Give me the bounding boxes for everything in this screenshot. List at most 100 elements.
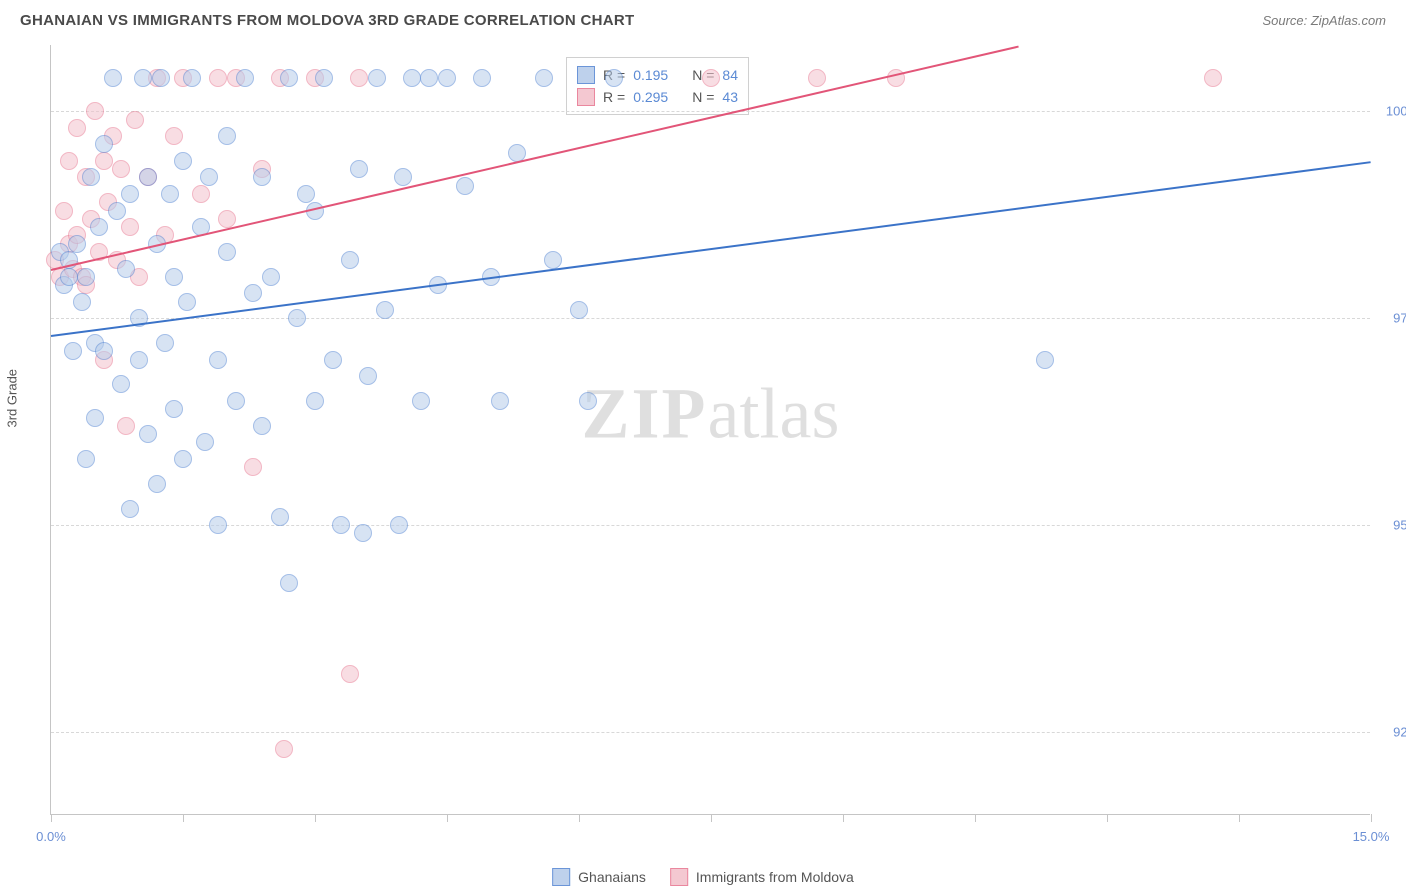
bottom-legend: Ghanaians Immigrants from Moldova — [552, 868, 854, 886]
scatter-point — [808, 69, 826, 87]
legend-label-1: Ghanaians — [578, 869, 646, 885]
scatter-point — [68, 235, 86, 253]
gridline-h — [51, 525, 1370, 526]
scatter-point — [95, 342, 113, 360]
scatter-point — [108, 202, 126, 220]
scatter-point — [570, 301, 588, 319]
scatter-point — [354, 524, 372, 542]
scatter-point — [209, 516, 227, 534]
scatter-point — [456, 177, 474, 195]
y-axis-label: 3rd Grade — [5, 369, 20, 428]
n-value-1: 84 — [722, 67, 738, 83]
scatter-point — [121, 500, 139, 518]
chart-title: GHANAIAN VS IMMIGRANTS FROM MOLDOVA 3RD … — [20, 12, 634, 29]
legend-item-1: Ghanaians — [552, 868, 646, 886]
scatter-point — [95, 135, 113, 153]
scatter-point — [341, 251, 359, 269]
scatter-point — [174, 450, 192, 468]
scatter-point — [394, 168, 412, 186]
watermark-part2: atlas — [708, 374, 840, 454]
scatter-point — [420, 69, 438, 87]
r-value-1: 0.195 — [633, 67, 668, 83]
legend-label-2: Immigrants from Moldova — [696, 869, 854, 885]
scatter-point — [68, 119, 86, 137]
x-tick-label: 0.0% — [36, 829, 66, 844]
gridline-h — [51, 318, 1370, 319]
scatter-point — [368, 69, 386, 87]
scatter-point — [77, 268, 95, 286]
x-tick — [975, 814, 976, 822]
swatch-series2 — [577, 88, 595, 106]
scatter-point — [126, 111, 144, 129]
x-tick-label: 15.0% — [1353, 829, 1390, 844]
scatter-point — [112, 160, 130, 178]
x-tick — [447, 814, 448, 822]
scatter-point — [280, 69, 298, 87]
plot-region: ZIPatlas R = 0.195 N = 84 R = 0.295 N = … — [50, 45, 1370, 815]
scatter-point — [702, 69, 720, 87]
scatter-point — [253, 168, 271, 186]
chart-area: ZIPatlas R = 0.195 N = 84 R = 0.295 N = … — [50, 45, 1370, 815]
watermark: ZIPatlas — [582, 373, 840, 456]
y-tick-label: 95.0% — [1393, 518, 1406, 533]
scatter-point — [64, 342, 82, 360]
scatter-point — [324, 351, 342, 369]
scatter-point — [605, 69, 623, 87]
x-tick — [711, 814, 712, 822]
scatter-point — [579, 392, 597, 410]
legend-swatch-1 — [552, 868, 570, 886]
scatter-point — [152, 69, 170, 87]
scatter-point — [271, 508, 289, 526]
scatter-point — [174, 152, 192, 170]
scatter-point — [438, 69, 456, 87]
scatter-point — [139, 425, 157, 443]
scatter-point — [117, 260, 135, 278]
y-tick-label: 92.5% — [1393, 725, 1406, 740]
scatter-point — [121, 185, 139, 203]
legend-item-2: Immigrants from Moldova — [670, 868, 854, 886]
scatter-point — [306, 392, 324, 410]
x-tick — [1371, 814, 1372, 822]
n-label-2: N = — [692, 89, 714, 105]
scatter-point — [280, 574, 298, 592]
scatter-point — [112, 375, 130, 393]
watermark-part1: ZIP — [582, 374, 708, 454]
scatter-point — [77, 450, 95, 468]
scatter-point — [315, 69, 333, 87]
scatter-point — [86, 102, 104, 120]
x-tick — [183, 814, 184, 822]
scatter-point — [491, 392, 509, 410]
scatter-point — [244, 284, 262, 302]
scatter-point — [209, 351, 227, 369]
x-tick — [315, 814, 316, 822]
scatter-point — [148, 475, 166, 493]
scatter-point — [117, 417, 135, 435]
scatter-point — [390, 516, 408, 534]
y-tick-label: 100.0% — [1386, 104, 1406, 119]
gridline-h — [51, 111, 1370, 112]
scatter-point — [262, 268, 280, 286]
scatter-point — [1036, 351, 1054, 369]
scatter-point — [55, 202, 73, 220]
scatter-point — [209, 69, 227, 87]
scatter-point — [60, 268, 78, 286]
scatter-point — [350, 69, 368, 87]
scatter-point — [200, 168, 218, 186]
r-label-2: R = — [603, 89, 625, 105]
scatter-point — [218, 210, 236, 228]
n-value-2: 43 — [722, 89, 738, 105]
x-tick — [1239, 814, 1240, 822]
source-attribution: Source: ZipAtlas.com — [1262, 13, 1386, 28]
scatter-point — [376, 301, 394, 319]
scatter-point — [288, 309, 306, 327]
scatter-point — [535, 69, 553, 87]
scatter-point — [165, 127, 183, 145]
r-value-2: 0.295 — [633, 89, 668, 105]
x-tick — [843, 814, 844, 822]
scatter-point — [161, 185, 179, 203]
scatter-point — [192, 185, 210, 203]
x-tick — [1107, 814, 1108, 822]
scatter-point — [134, 69, 152, 87]
scatter-point — [156, 334, 174, 352]
scatter-point — [236, 69, 254, 87]
